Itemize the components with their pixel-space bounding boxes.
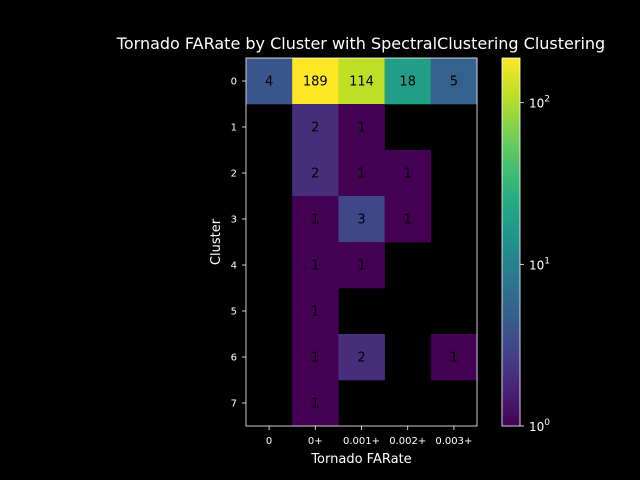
y-tick-label: 3 (231, 215, 237, 226)
heatmap-cells (246, 58, 478, 427)
cell-value-label: 189 (303, 75, 328, 90)
y-axis-ticks: 0 1 2 3 4 5 6 7 (231, 77, 246, 410)
cell-value-label: 4 (265, 75, 273, 90)
cell-value-label: 2 (311, 121, 319, 136)
heatmap-cell-labels: 4 189 114 18 5 2 1 2 1 1 1 3 1 1 1 1 1 2 1 1 (265, 75, 458, 412)
heatmap-cell (338, 58, 385, 105)
x-tick-label: 0+ (308, 436, 323, 447)
colorbar-tick-label: 101 (529, 256, 550, 272)
x-tick-label: 0.001+ (343, 436, 380, 447)
cell-value-label: 114 (349, 75, 374, 90)
heatmap-cell (338, 242, 385, 289)
y-tick-label: 7 (231, 399, 237, 410)
y-tick-label: 4 (231, 261, 237, 272)
heatmap-cell (430, 334, 478, 381)
cell-value-label: 1 (357, 167, 365, 182)
heatmap-cell (292, 58, 339, 105)
heatmap-cell (292, 288, 339, 335)
heatmap-cell (338, 104, 385, 151)
y-tick-label: 1 (231, 123, 237, 134)
heatmap-cell (384, 150, 432, 197)
x-tick-label: 0.003+ (435, 436, 472, 447)
heatmap-cell (292, 242, 339, 289)
heatmap-cell (292, 334, 339, 381)
cell-value-label: 2 (357, 351, 365, 366)
y-tick-label: 0 (231, 77, 237, 88)
cell-value-label: 1 (450, 351, 458, 366)
cell-value-label: 1 (404, 213, 412, 228)
y-tick-label: 6 (231, 353, 237, 364)
cell-value-label: 3 (357, 213, 365, 228)
cell-value-label: 1 (404, 167, 412, 182)
y-axis-label: Cluster (209, 218, 224, 265)
heatmap-cell (292, 104, 339, 151)
cell-value-label: 1 (311, 351, 319, 366)
x-axis-label: Tornado FARate (310, 452, 411, 467)
cell-value-label: 5 (450, 75, 458, 90)
heatmap-cell (384, 196, 432, 243)
heatmap-cell (246, 58, 293, 105)
heatmap-cell (338, 334, 385, 381)
cell-value-label: 1 (311, 397, 319, 412)
y-tick-label: 5 (231, 307, 237, 318)
cell-value-label: 18 (399, 75, 416, 90)
cell-value-label: 1 (357, 121, 365, 136)
heatmap-cell (292, 380, 339, 427)
chart-title: Tornado FARate by Cluster with SpectralC… (116, 34, 605, 53)
cell-value-label: 1 (311, 213, 319, 228)
cell-value-label: 1 (311, 305, 319, 320)
heatmap-cell (338, 150, 385, 197)
x-tick-label: 0 (266, 436, 272, 447)
heatmap-cell (292, 150, 339, 197)
heatmap-cell (430, 58, 478, 105)
cell-value-label: 1 (357, 259, 365, 274)
x-axis-ticks: 0 0+ 0.001+ 0.002+ 0.003+ (266, 426, 472, 447)
heatmap-cell (338, 196, 385, 243)
heatmap-cell (384, 58, 432, 105)
colorbar (501, 57, 521, 427)
cell-value-label: 1 (311, 259, 319, 274)
cell-value-label: 2 (311, 167, 319, 182)
colorbar-tick-label: 100 (529, 418, 550, 434)
colorbar-ticks: 100 101 102 (520, 95, 550, 434)
colorbar-tick-label: 102 (529, 95, 550, 111)
heatmap-cell (292, 196, 339, 243)
y-tick-label: 2 (231, 169, 237, 180)
x-tick-label: 0.002+ (389, 436, 426, 447)
